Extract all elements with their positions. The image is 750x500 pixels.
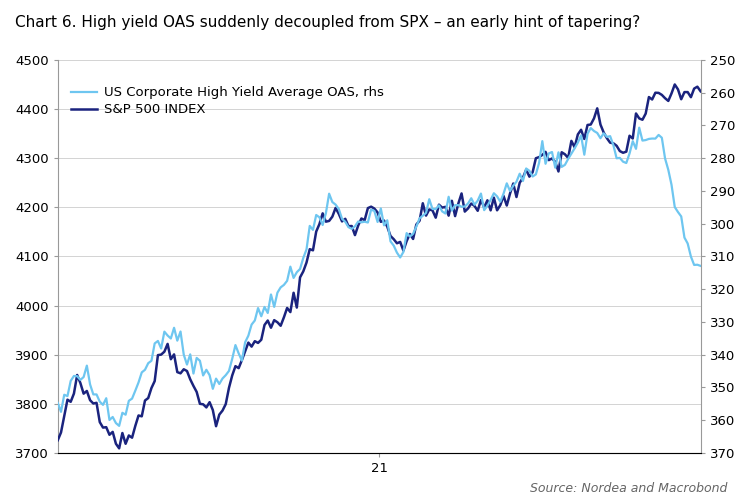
Text: Chart 6. High yield OAS suddenly decoupled from SPX – an early hint of tapering?: Chart 6. High yield OAS suddenly decoupl… xyxy=(15,15,640,30)
Legend: US Corporate High Yield Average OAS, rhs, S&P 500 INDEX: US Corporate High Yield Average OAS, rhs… xyxy=(70,86,384,116)
Text: Source: Nordea and Macrobond: Source: Nordea and Macrobond xyxy=(530,482,728,495)
